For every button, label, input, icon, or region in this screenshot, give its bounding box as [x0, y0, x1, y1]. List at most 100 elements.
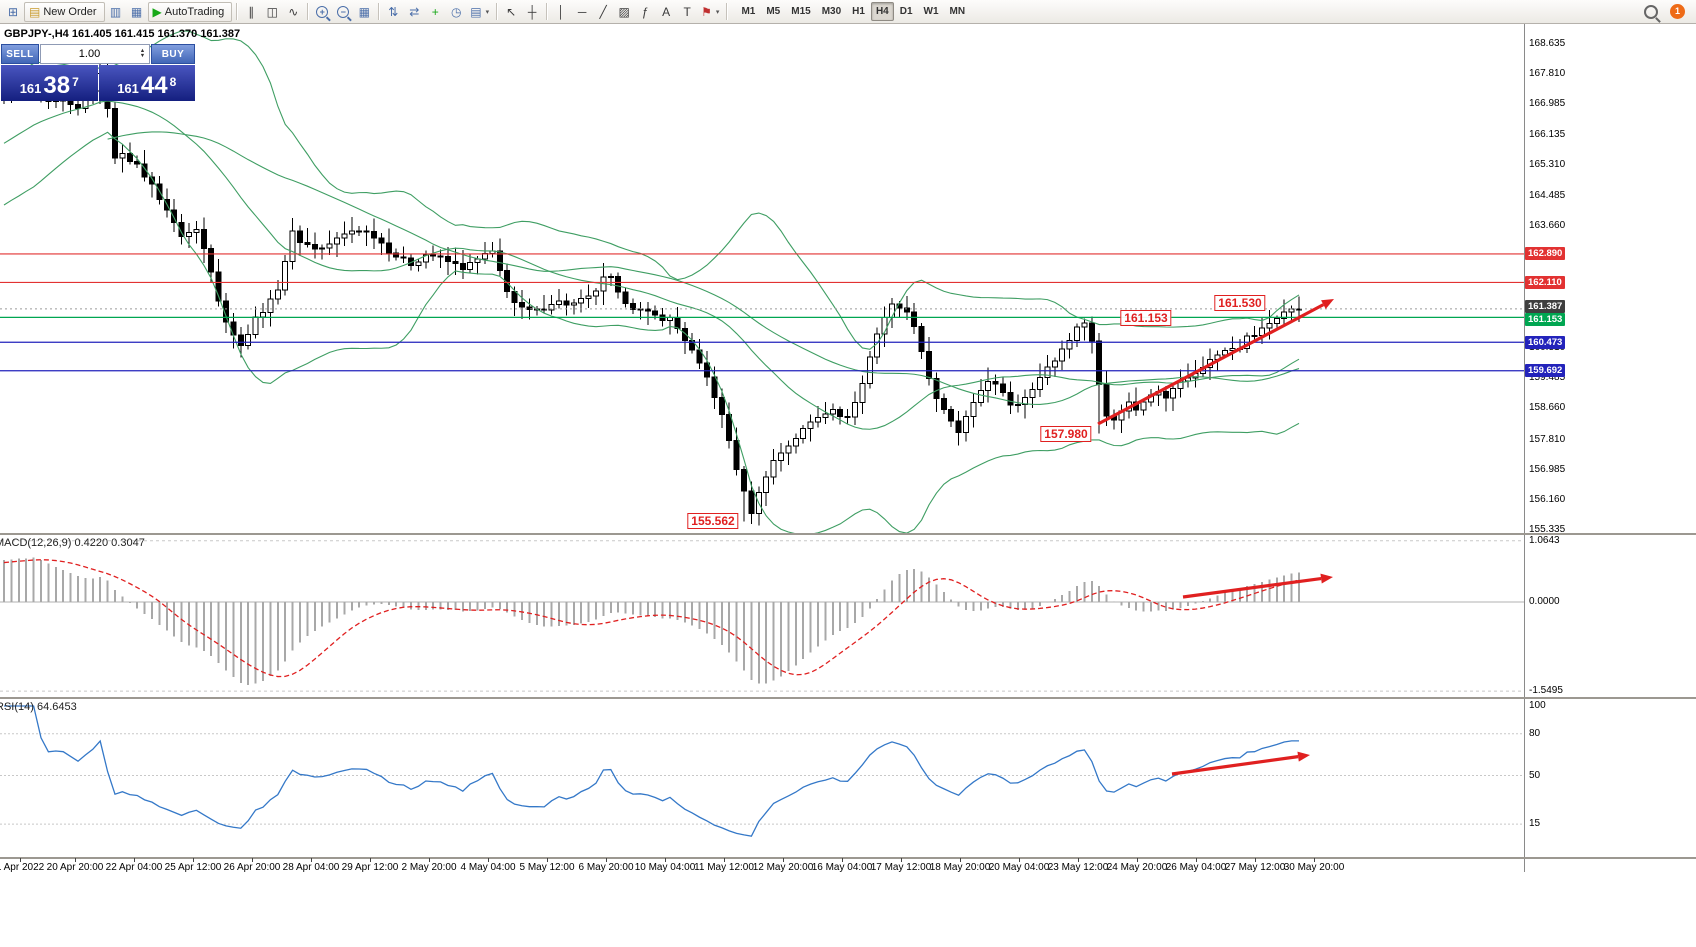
vertical-line-button[interactable]: │ [551, 2, 571, 22]
sell-button[interactable]: SELL [1, 44, 39, 64]
timeframe-m1-button[interactable]: M1 [736, 2, 760, 21]
zoom-out-button[interactable]: − [333, 2, 353, 22]
line-chart-icon: ∿ [288, 4, 299, 19]
one-click-trading-panel: SELL 1.00 ▲ ▼ BUY 161 38 7 161 44 8 [1, 44, 195, 101]
price-axis-label: 166.135 [1529, 129, 1566, 141]
price-annotation[interactable]: 155.562 [687, 513, 739, 529]
period-clock-icon: ◷ [451, 4, 462, 19]
buy-price-display[interactable]: 161 44 8 [98, 65, 195, 101]
price-annotation[interactable]: 157.980 [1040, 426, 1092, 442]
volume-value[interactable]: 1.00 [78, 48, 101, 60]
equidistant-channel-button[interactable]: ▨ [614, 2, 634, 22]
buy-price-int: 161 [117, 81, 139, 96]
chart-windows-button[interactable]: ▥ [106, 2, 126, 22]
candlestick-chart-button[interactable]: ◫ [262, 2, 282, 22]
search-icon[interactable] [1644, 4, 1658, 19]
tile-windows-button[interactable]: ▦ [354, 2, 374, 22]
buy-price-pips: 44 [140, 72, 168, 99]
price-scale-axis-line [1524, 24, 1525, 872]
rsi-panel[interactable] [0, 699, 1696, 858]
timeframe-d1-button[interactable]: D1 [895, 2, 918, 21]
horizontal-line-button[interactable]: ─ [572, 2, 592, 22]
arrow-tools-button[interactable]: ⚑ ▾ [698, 2, 722, 22]
text-label-button[interactable]: T [677, 2, 697, 22]
price-axis-label: 164.485 [1529, 189, 1566, 201]
bar-chart-button[interactable]: ∥ [241, 2, 261, 22]
sell-price-sup: 7 [72, 75, 79, 89]
buy-button[interactable]: BUY [151, 44, 195, 64]
new-order-button-label: New Order [43, 5, 97, 18]
add-indicator-button[interactable]: + [425, 2, 445, 22]
macd-panel[interactable] [0, 535, 1696, 697]
volume-field[interactable]: 1.00 ▲ ▼ [40, 44, 150, 64]
price-annotation[interactable]: 161.153 [1120, 310, 1172, 326]
cursor-icon: ↖ [506, 4, 517, 19]
trendline-button[interactable]: ╱ [593, 2, 613, 22]
new-order-button[interactable]: ▤ New Order [24, 1, 105, 22]
buy-price-sup: 8 [169, 75, 177, 89]
auto-arrange-button[interactable]: ⇅ [383, 2, 403, 22]
price-axis-label: 163.660 [1529, 219, 1566, 231]
price-annotation[interactable]: 161.530 [1214, 295, 1266, 311]
panel-separator[interactable] [0, 533, 1696, 535]
price-axis-label: 159.485 [1529, 372, 1566, 384]
crosshair-button[interactable]: ┼ [522, 2, 542, 22]
time-axis-label: 28 Apr 04:00 [282, 862, 340, 873]
price-axis-label: 166.985 [1529, 98, 1566, 110]
timeframe-h1-button[interactable]: H1 [847, 2, 870, 21]
trendline-icon: ╱ [599, 4, 607, 19]
toolbar-right: 1 [1644, 4, 1693, 19]
toolbar-separator [726, 3, 728, 20]
volume-spinner[interactable]: ▲ ▼ [138, 48, 147, 59]
templates-button[interactable]: ▤ ▾ [467, 2, 492, 22]
period-clock-button[interactable]: ◷ [446, 2, 466, 22]
rsi-axis-label: 50 [1529, 769, 1541, 781]
timeframe-m15-button[interactable]: M15 [786, 2, 815, 21]
text-label-icon: T [683, 4, 691, 19]
trend-arrow[interactable] [1097, 299, 1334, 426]
trend-arrow[interactable] [1171, 751, 1310, 776]
time-axis-tick [311, 858, 312, 862]
trend-arrow[interactable] [1182, 573, 1333, 599]
time-axis-separator[interactable] [0, 857, 1696, 859]
panel-separator[interactable] [0, 697, 1696, 699]
toolbar-separator [378, 3, 380, 20]
sell-price-display[interactable]: 161 38 7 [1, 65, 98, 101]
text-button[interactable]: A [656, 2, 676, 22]
line-chart-button[interactable]: ∿ [283, 2, 303, 22]
timeframe-w1-button[interactable]: W1 [919, 2, 944, 21]
fibonacci-button[interactable]: ƒ [635, 2, 655, 22]
timeframe-m5-button[interactable]: M5 [761, 2, 785, 21]
cursor-button[interactable]: ↖ [501, 2, 521, 22]
time-axis-tick [783, 858, 784, 862]
time-axis-label: 17 May 12:00 [870, 862, 932, 873]
timeframe-h4-button[interactable]: H4 [870, 2, 894, 21]
rsi-axis-label: 15 [1529, 818, 1541, 830]
time-axis-label: 20 Apr 20:00 [46, 862, 104, 873]
horizontal-line-icon: ─ [577, 4, 587, 19]
timeframe-mn-button[interactable]: MN [945, 2, 971, 21]
notification-badge[interactable]: 1 [1670, 4, 1685, 19]
profiles-button[interactable]: ▦ [127, 2, 147, 22]
time-axis-label: 27 May 12:00 [1224, 862, 1286, 873]
macd-axis-label: -1.5495 [1529, 685, 1563, 697]
cascade-windows-button[interactable]: ⇄ [404, 2, 424, 22]
candlestick-chart-icon: ◫ [266, 4, 278, 19]
spinner-up-icon[interactable]: ▲ [139, 48, 146, 54]
spinner-down-icon[interactable]: ▼ [139, 53, 146, 59]
timeframe-m30-button[interactable]: M30 [817, 2, 846, 21]
time-axis-label: 11 May 12:00 [694, 862, 754, 873]
new-chart-button[interactable]: ⊞ [3, 2, 23, 22]
time-axis-label: 1 Apr 2022 [0, 862, 45, 873]
price-chart-panel[interactable] [0, 24, 1696, 533]
time-axis-tick [665, 858, 666, 862]
price-tag: 162.890 [1525, 247, 1566, 261]
vertical-line-icon: │ [557, 4, 565, 19]
time-axis-tick [1255, 858, 1256, 862]
autotrading-button[interactable]: ▶ AutoTrading [147, 1, 233, 22]
time-axis-label: 20 May 04:00 [988, 862, 1050, 873]
zoom-in-button[interactable]: + [312, 2, 332, 22]
time-axis-tick [1196, 858, 1197, 862]
price-axis-label: 155.335 [1529, 523, 1566, 535]
